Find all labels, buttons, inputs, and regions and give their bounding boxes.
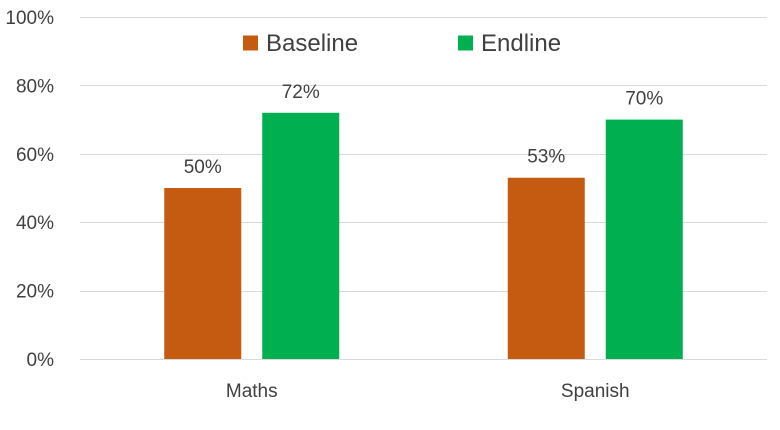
y-axis-tick-labels: 0% 20% 40% 60% 80% 100% (5, 8, 54, 371)
bar-baseline-maths (164, 188, 242, 359)
y-tick-label-80: 80% (16, 76, 54, 97)
data-label-baseline-maths: 50% (184, 157, 222, 178)
bar-baseline-spanish (507, 177, 585, 359)
legend: Baseline Endline (243, 30, 561, 57)
y-tick-label-100: 100% (5, 8, 54, 29)
y-tick-label-60: 60% (16, 145, 54, 166)
y-tick-label-40: 40% (16, 213, 54, 234)
category-label-maths: Maths (226, 381, 278, 402)
data-label-endline-spanish: 70% (625, 89, 663, 110)
legend-swatch-baseline (243, 35, 258, 51)
data-label-endline-maths: 72% (282, 82, 320, 103)
bars (164, 112, 683, 359)
category-label-spanish: Spanish (561, 381, 630, 402)
legend-label-baseline: Baseline (266, 30, 358, 57)
y-tick-label-0: 0% (27, 350, 55, 371)
data-labels: 50% 72% 53% 70% (184, 82, 664, 178)
data-label-baseline-spanish: 53% (527, 147, 565, 168)
legend-label-endline: Endline (481, 30, 561, 57)
x-axis-category-labels: Maths Spanish (226, 381, 630, 402)
y-tick-label-20: 20% (16, 282, 54, 303)
bar-endline-maths (262, 112, 340, 359)
bar-endline-spanish (605, 119, 683, 359)
legend-swatch-endline (458, 35, 473, 51)
